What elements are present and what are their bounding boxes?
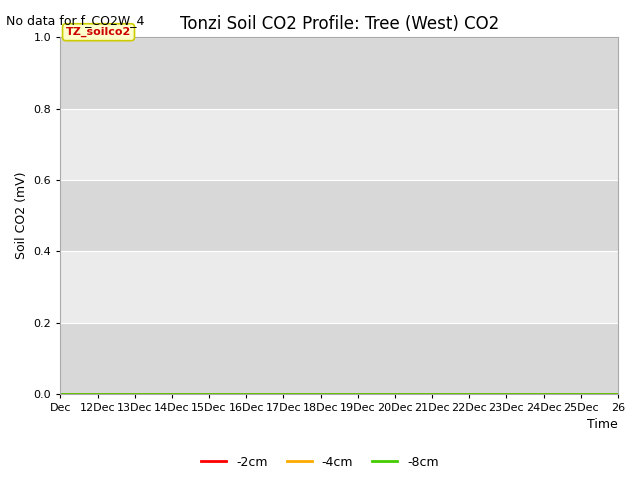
Bar bbox=[60, 108, 618, 180]
Title: Tonzi Soil CO2 Profile: Tree (West) CO2: Tonzi Soil CO2 Profile: Tree (West) CO2 bbox=[179, 15, 499, 33]
Legend: -2cm, -4cm, -8cm: -2cm, -4cm, -8cm bbox=[196, 451, 444, 474]
Text: No data for f_CO2W_4: No data for f_CO2W_4 bbox=[6, 14, 145, 27]
Bar bbox=[60, 37, 618, 108]
Text: TZ_soilco2: TZ_soilco2 bbox=[66, 27, 131, 37]
Bar bbox=[60, 180, 618, 251]
X-axis label: Time: Time bbox=[587, 419, 618, 432]
Bar bbox=[60, 251, 618, 323]
Y-axis label: Soil CO2 (mV): Soil CO2 (mV) bbox=[15, 172, 28, 259]
Bar bbox=[60, 323, 618, 394]
